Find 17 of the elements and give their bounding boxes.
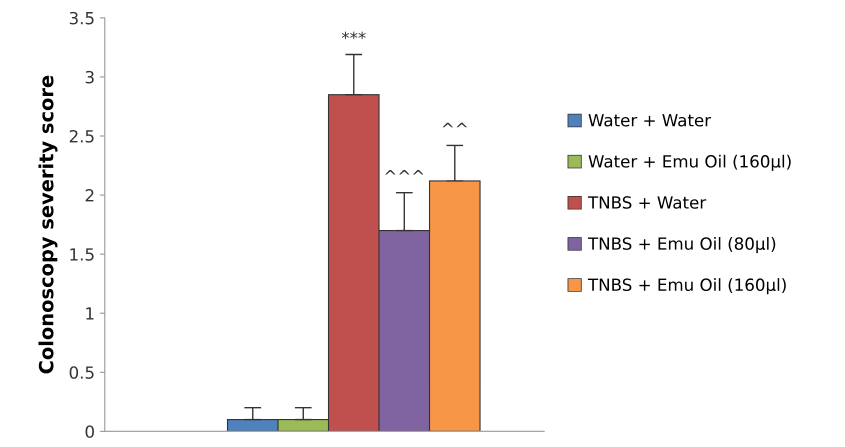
y-tick-label: 0.5 <box>70 366 94 379</box>
legend-label: TNBS + Water <box>588 196 706 209</box>
y-tick-label: 1.5 <box>70 248 94 261</box>
y-tick-label: 2 <box>86 189 94 202</box>
y-axis-title: Colonoscopy severity score <box>38 76 58 374</box>
legend-label: TNBS + Emu Oil (80µl) <box>588 237 776 254</box>
y-tick-label: 2.5 <box>70 130 94 143</box>
legend-label: Water + Emu Oil (160µl) <box>588 154 791 171</box>
y-tick-label: 0 <box>86 425 94 438</box>
annotation: ^^ <box>442 122 467 128</box>
y-tick-label: 3.5 <box>70 12 94 24</box>
legend-label: Water + Water <box>588 114 712 127</box>
y-tick-label: 3 <box>86 70 94 84</box>
y-tick-label: 1 <box>86 307 94 320</box>
annotation: *** <box>342 32 366 40</box>
legend-label: TNBS + Emu Oil (160µl) <box>588 278 786 294</box>
annotation: ^^^ <box>385 170 424 175</box>
